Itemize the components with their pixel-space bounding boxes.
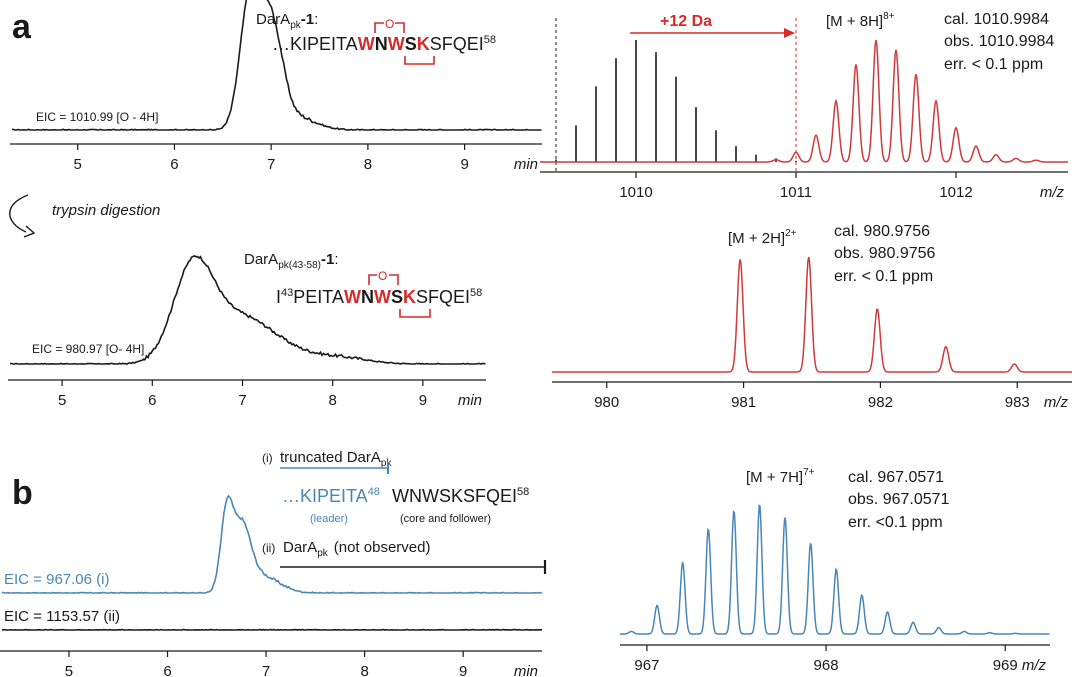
peptide2-name: DarApk(43-58)-1: bbox=[244, 251, 339, 271]
eic3-xlabel: min bbox=[514, 663, 538, 677]
eic1-tick-label-3: 8 bbox=[364, 156, 372, 173]
curved-arrow-icon bbox=[9, 194, 29, 233]
eic3-tick-label-3: 8 bbox=[360, 663, 368, 677]
ms1-tick-label-2: 1012 bbox=[939, 184, 972, 201]
ms1-tick-label-1: 1011 bbox=[780, 184, 812, 201]
ms3-xlabel: m/z bbox=[1022, 657, 1047, 674]
panel-b-annotation: (i) truncated DarApk …KIPEITA48 WNWSKSFQ… bbox=[262, 449, 547, 574]
eic2-trace-0 bbox=[9, 255, 486, 365]
peptide1-bridge-O: O bbox=[385, 17, 394, 31]
panel-label-a: a bbox=[12, 8, 32, 46]
ms2-err: err. < 0.1 ppm bbox=[834, 268, 933, 285]
ms2-cal: cal. 980.9756 bbox=[834, 223, 930, 240]
ms3-profile-0 bbox=[620, 504, 1050, 635]
label-ii: (ii) bbox=[262, 541, 275, 555]
ms3-annotation: [M + 7H]7+ cal. 967.0571 obs. 967.0571 e… bbox=[746, 467, 950, 531]
chart-eic1: 5 6 7 8 9 min bbox=[10, 0, 542, 173]
peptide2-structure: DarApk(43-58)-1: I43PEITAWNWSKSFQEI58 O bbox=[244, 251, 482, 318]
chart-eic3: 5 6 7 8 9 min bbox=[0, 494, 543, 677]
arrow-head-icon bbox=[23, 225, 36, 238]
leader-sequence: …KIPEITA48 bbox=[282, 486, 380, 506]
chart-ms1: 1010 1011 1012 m/z bbox=[540, 18, 1068, 201]
eic1-tick-label-0: 5 bbox=[74, 156, 82, 173]
chart-eic2: 5 6 7 8 9 min bbox=[8, 255, 486, 409]
label-i: (i) bbox=[262, 451, 273, 465]
plus12-label: +12 Da bbox=[660, 13, 712, 30]
ms2-tick-label-1: 981 bbox=[731, 394, 756, 411]
peptide2-bridge-O: O bbox=[378, 269, 387, 283]
eic1-label: EIC = 1010.99 [O - 4H] bbox=[36, 110, 158, 124]
peptide2-crosslink bbox=[399, 309, 431, 318]
eic2-tick-label-0: 5 bbox=[58, 392, 66, 409]
eic2-xlabel: min bbox=[458, 392, 482, 409]
eic3-label-i: EIC = 967.06 (i) bbox=[4, 571, 109, 588]
arrow-right-icon bbox=[784, 28, 795, 38]
eic3-trace-0 bbox=[2, 494, 543, 594]
ms2-tick-label-0: 980 bbox=[594, 394, 619, 411]
ms1-xlabel: m/z bbox=[1040, 184, 1065, 201]
label-i-text: truncated DarApk bbox=[280, 449, 392, 469]
ms1-tick-label-0: 1010 bbox=[619, 184, 652, 201]
eic2-tick-label-3: 8 bbox=[329, 392, 337, 409]
eic2-tick-label-4: 9 bbox=[419, 392, 427, 409]
chart-ms3: 967 968 969 m/z bbox=[620, 504, 1050, 674]
peptide2-ether-bridge bbox=[368, 274, 399, 285]
eic1-xlabel: min bbox=[514, 156, 538, 173]
peptide2-sequence: I43PEITAWNWSKSFQEI58 bbox=[276, 287, 482, 307]
eic2-label: EIC = 980.97 [O- 4H] bbox=[32, 342, 144, 356]
ms3-err: err. <0.1 ppm bbox=[848, 514, 943, 531]
ms2-obs: obs. 980.9756 bbox=[834, 245, 936, 262]
eic2-tick-label-1: 6 bbox=[148, 392, 156, 409]
ms1-profile-1 bbox=[540, 39, 1068, 163]
leader-label: (leader) bbox=[310, 513, 348, 525]
eic3-label-ii: EIC = 1153.57 (ii) bbox=[4, 608, 120, 625]
ms2-tick-label-3: 983 bbox=[1005, 394, 1030, 411]
ms1-err: err. < 0.1 ppm bbox=[944, 56, 1043, 73]
peptide1-sequence: …KIPEITAWNWSKSFQEI58 bbox=[272, 34, 496, 54]
eic3-trace-1 bbox=[1, 628, 543, 631]
ms3-tick-label-0: 967 bbox=[634, 657, 659, 674]
peptide1-structure: DarApk-1: …KIPEITAWNWSKSFQEI58 O bbox=[256, 11, 496, 65]
eic3-tick-label-1: 6 bbox=[163, 663, 171, 677]
eic3-tick-label-0: 5 bbox=[65, 663, 73, 677]
ms3-tick-label-2: 969 bbox=[993, 657, 1018, 674]
ms3-ion: [M + 7H]7+ bbox=[746, 467, 815, 486]
ms1-ion: [M + 8H]8+ bbox=[826, 11, 895, 30]
chart-ms2: 980 981 982 983 m/z bbox=[552, 256, 1072, 411]
ms3-obs: obs. 967.0571 bbox=[848, 491, 950, 508]
eic1-tick-label-1: 6 bbox=[170, 156, 178, 173]
eic1-trace-0 bbox=[11, 0, 542, 131]
ms2-annotation: [M + 2H]2+ cal. 980.9756 obs. 980.9756 e… bbox=[728, 223, 936, 285]
ms2-xlabel: m/z bbox=[1044, 394, 1069, 411]
eic2-tick-label-2: 7 bbox=[238, 392, 246, 409]
ms2-ion: [M + 2H]2+ bbox=[728, 228, 797, 247]
eic1-tick-label-4: 9 bbox=[460, 156, 468, 173]
ms2-profile-0 bbox=[552, 256, 1072, 373]
eic3-tick-label-4: 9 bbox=[459, 663, 467, 677]
ms1-cal: cal. 1010.9984 bbox=[944, 11, 1049, 28]
ms3-cal: cal. 967.0571 bbox=[848, 469, 944, 486]
core-label: (core and follower) bbox=[400, 513, 491, 525]
panel-label-b: b bbox=[12, 474, 33, 512]
eic1-tick-label-2: 7 bbox=[267, 156, 275, 173]
label-ii-text: DarApk (not observed) bbox=[283, 539, 430, 559]
ms1-obs: obs. 1010.9984 bbox=[944, 33, 1054, 50]
ms3-tick-label-1: 968 bbox=[814, 657, 839, 674]
core-sequence: WNWSKSFQEI58 bbox=[392, 486, 529, 506]
peptide1-crosslink bbox=[404, 56, 435, 65]
ms2-tick-label-2: 982 bbox=[868, 394, 893, 411]
peptide1-ether-bridge bbox=[374, 22, 405, 33]
trypsin-label: trypsin digestion bbox=[52, 202, 160, 219]
eic3-tick-label-2: 7 bbox=[262, 663, 270, 677]
ms1-annotation: +12 Da [M + 8H]8+ cal. 1010.9984 obs. 10… bbox=[630, 11, 1054, 73]
peptide1-name: DarApk-1: bbox=[256, 11, 318, 31]
